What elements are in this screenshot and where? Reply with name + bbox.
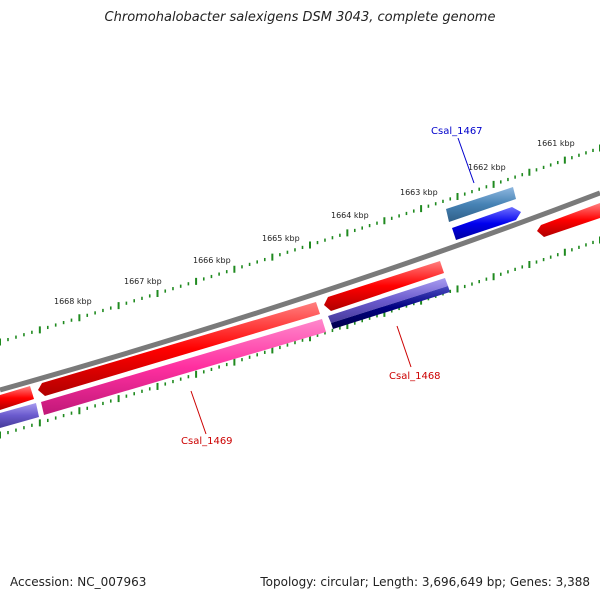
gene-arrow-right-edge[interactable]: [537, 203, 600, 237]
leader-csal-1469: [190, 390, 207, 435]
genome-backbone: [0, 190, 600, 393]
gene-label-csal-1468[interactable]: Csal_1468: [389, 371, 441, 382]
gene-bar-csal-1469[interactable]: [41, 319, 326, 415]
scale-label-1668: 1668 kbp: [54, 297, 92, 306]
gene-label-csal-1469[interactable]: Csal_1469: [181, 436, 233, 447]
scale-label-1662: 1662 kbp: [468, 163, 506, 172]
gene-bar-csal-1468[interactable]: [331, 286, 450, 329]
scale-label-1663: 1663 kbp: [400, 188, 438, 197]
leader-csal-1468: [396, 325, 412, 368]
genome-summary-text: Topology: circular; Length: 3,696,649 bp…: [260, 575, 590, 589]
scale-ticks-outer: [0, 144, 600, 346]
gene-arrow-csal-1467-cog[interactable]: [446, 187, 516, 222]
gene-bar-purple-left[interactable]: [0, 403, 39, 428]
scale-label-1661: 1661 kbp: [537, 139, 575, 148]
map-title: Chromohalobacter salexigens DSM 3043, co…: [104, 10, 496, 25]
gene-arrow-red-left[interactable]: [0, 386, 34, 410]
gene-arrow-csal-1467[interactable]: [452, 207, 521, 240]
gene-arrow-red-long[interactable]: [38, 302, 320, 396]
gene-bar-purple[interactable]: [328, 278, 448, 323]
scale-label-1664: 1664 kbp: [331, 211, 369, 220]
gene-label-csal-1467[interactable]: Csal_1467: [431, 126, 483, 137]
scale-label-1666: 1666 kbp: [193, 256, 231, 265]
accession-text: Accession: NC_007963: [10, 575, 147, 589]
scale-label-1667: 1667 kbp: [124, 277, 162, 286]
leader-csal-1467: [457, 137, 475, 184]
gene-arrow-red-upper[interactable]: [324, 261, 444, 311]
scale-label-1665: 1665 kbp: [262, 234, 300, 243]
